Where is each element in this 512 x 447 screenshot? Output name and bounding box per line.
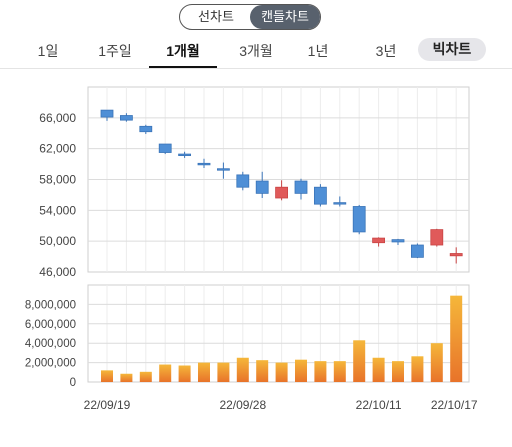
price-axis-labels: 66,000 62,000 58,000 54,000 50,000 46,000 [39,111,76,279]
candle [449,247,463,264]
candle [100,109,114,121]
candle [352,204,366,235]
volume-bar [295,359,307,382]
candle-body [410,244,424,258]
tab-1-month[interactable]: 1개월 [166,43,200,59]
date-axis-labels: 22/09/19 22/09/28 22/10/11 22/10/17 [84,398,478,412]
candle [275,180,289,201]
candle [255,171,269,198]
tab-3-months[interactable]: 3개월 [239,43,273,59]
candle [158,143,172,155]
price-tick-label: 54,000 [39,203,76,217]
candle-body [236,174,250,188]
candle [294,178,308,200]
candle [410,243,424,259]
candle-body [294,180,308,194]
line-chart-option[interactable]: 선차트 [198,9,234,24]
candle-body [275,186,289,199]
volume-bar [275,362,288,382]
candle-chart-option[interactable]: 캔들차트 [250,5,320,29]
volume-bar [236,357,249,382]
volume-bar [430,343,443,382]
volume-bar [178,365,191,382]
candle-body [372,237,386,244]
volume-bar [101,370,113,382]
period-tabs: 1일 1주일 1개월 3개월 1년 3년 빅차트 [0,36,512,68]
candle [216,162,230,179]
candle-body [158,143,172,153]
volume-bar [139,371,152,382]
chart-background [0,69,512,447]
volume-tick-label: 8,000,000 [25,299,76,311]
volume-bars [101,295,463,382]
tab-3-years[interactable]: 3년 [375,43,397,59]
date-tick-label: 22/10/17 [431,398,478,412]
candle-body [120,115,133,121]
date-tick-label: 22/09/28 [219,398,266,412]
volume-bar [198,362,210,382]
tab-1-year[interactable]: 1년 [307,43,329,59]
header-divider [0,68,512,69]
price-tick-label: 66,000 [39,111,76,125]
volume-axis-labels: 8,000,000 6,000,000 4,000,000 2,000,000 0 [25,299,76,389]
volume-bar [333,361,346,382]
candle [178,151,192,158]
volume-grid [88,285,469,382]
price-tick-label: 46,000 [39,265,76,279]
candle [372,237,386,247]
tab-1-day[interactable]: 1일 [37,43,59,59]
active-tab-indicator [149,66,217,68]
candle [313,184,327,207]
candle-body [255,180,269,194]
volume-tick-label: 4,000,000 [25,338,76,350]
volume-bar [372,357,385,382]
candle [430,228,444,247]
candle-body [449,253,463,257]
candle-body [352,206,366,233]
volume-bar [450,295,463,382]
volume-tick-label: 0 [70,377,76,389]
price-tick-label: 58,000 [39,173,76,187]
volume-tick-label: 6,000,000 [25,319,76,331]
candle-body [430,229,444,246]
price-tick-label: 50,000 [39,234,76,248]
candle [197,158,211,168]
candle-body [313,186,327,205]
volume-bar [256,360,269,382]
price-tick-label: 62,000 [39,142,76,156]
candle-body [139,125,153,133]
date-tick-label: 22/09/19 [84,398,131,412]
date-tick-label: 22/10/11 [356,398,402,412]
candle-body [391,239,405,243]
volume-bar [353,340,366,382]
candle-body [216,168,230,171]
candle [391,238,405,246]
candle-body [100,109,114,118]
candle-body [333,202,347,205]
tab-1-week[interactable]: 1주일 [98,43,132,59]
candle-body [197,162,211,166]
volume-bar [217,362,230,382]
volume-bar [411,356,424,382]
candle [333,196,347,207]
candle-body [178,153,192,157]
volume-bar [314,361,327,382]
candle [120,113,133,122]
candles [100,109,463,264]
volume-tick-label: 2,000,000 [25,358,76,370]
candle [139,124,153,135]
candle [236,171,250,191]
volume-bar [392,361,404,382]
volume-bar [159,364,172,382]
chart-type-toggle[interactable]: 선차트 캔들차트 [179,4,321,30]
volume-bar [120,373,133,382]
tab-big-chart[interactable]: 빅차트 [418,38,486,61]
